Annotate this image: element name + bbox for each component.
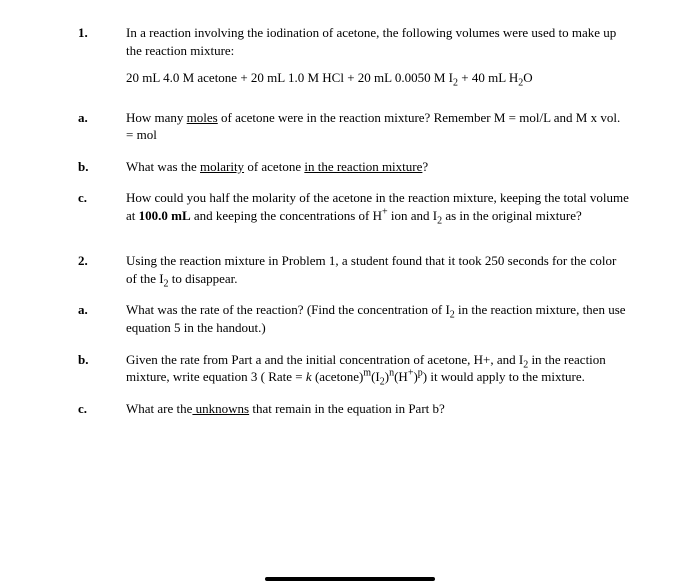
q1c-post: as in the original mixture? <box>442 208 582 223</box>
q2c-unk: unknowns <box>192 401 249 416</box>
q1a: a. How many moles of acetone were in the… <box>78 109 630 144</box>
q1-mixture-text: 20 mL 4.0 M acetone + 20 mL 1.0 M HCl + … <box>126 69 630 87</box>
q1b: b. What was the molarity of acetone in t… <box>78 158 630 176</box>
q2c-pre: What are the <box>126 401 192 416</box>
q2b-mid3: (I <box>371 369 380 384</box>
q2b-text: Given the rate from Part a and the initi… <box>126 351 630 386</box>
spacer <box>78 69 126 87</box>
q1b-text: What was the molarity of acetone in the … <box>126 158 630 176</box>
q2-intro-post: to disappear. <box>169 271 238 286</box>
q1a-pre: How many <box>126 110 187 125</box>
mixture-end: O <box>523 70 532 85</box>
q2a-pre: What was the rate of the reaction? (Find… <box>126 302 450 317</box>
q1c-text: How could you half the molarity of the a… <box>126 189 630 224</box>
q1c-mid: and keeping the concentrations of H <box>191 208 382 223</box>
q1c-mid2: ion and I <box>388 208 437 223</box>
q2c-marker: c. <box>78 400 126 418</box>
q2b: b. Given the rate from Part a and the in… <box>78 351 630 386</box>
q1b-mid: of acetone <box>244 159 304 174</box>
q1-mixture: 20 mL 4.0 M acetone + 20 mL 1.0 M HCl + … <box>78 69 630 87</box>
q2b-mid2: (acetone) <box>312 369 364 384</box>
sup-m: m <box>363 368 371 379</box>
q2a-marker: a. <box>78 301 126 336</box>
q1-intro-text: In a reaction involving the iodination o… <box>126 24 630 59</box>
q1c-vol: 100.0 mL <box>139 208 191 223</box>
mixture-prefix: 20 mL 4.0 M acetone + 20 mL 1.0 M HCl + … <box>126 70 453 85</box>
q2b-marker: b. <box>78 351 126 386</box>
q1b-inmix: in the reaction mixture <box>304 159 422 174</box>
q1b-post: ? <box>422 159 428 174</box>
q2b-pre: Given the rate from Part a and the initi… <box>126 352 523 367</box>
q1a-text: How many moles of acetone were in the re… <box>126 109 630 144</box>
q1b-molarity: molarity <box>200 159 244 174</box>
q2c-post: that remain in the equation in Part b? <box>249 401 445 416</box>
q2c-text: What are the unknowns that remain in the… <box>126 400 630 418</box>
q2b-post: ) it would apply to the mixture. <box>423 369 585 384</box>
q1b-pre: What was the <box>126 159 200 174</box>
q2c: c. What are the unknowns that remain in … <box>78 400 630 418</box>
q2b-mid4: (H <box>394 369 408 384</box>
q1a-moles: moles <box>187 110 218 125</box>
q2-marker: 2. <box>78 252 126 287</box>
q2-intro: 2. Using the reaction mixture in Problem… <box>78 252 630 287</box>
worksheet-page: 1. In a reaction involving the iodinatio… <box>0 0 700 417</box>
q2a: a. What was the rate of the reaction? (F… <box>78 301 630 336</box>
q1c-marker: c. <box>78 189 126 224</box>
q2-intro-text: Using the reaction mixture in Problem 1,… <box>126 252 630 287</box>
q1c: c. How could you half the molarity of th… <box>78 189 630 224</box>
home-indicator <box>265 577 435 581</box>
mixture-suffix: + 40 mL H <box>458 70 518 85</box>
q1-intro: 1. In a reaction involving the iodinatio… <box>78 24 630 59</box>
q1b-marker: b. <box>78 158 126 176</box>
q1-marker: 1. <box>78 24 126 59</box>
q2a-text: What was the rate of the reaction? (Find… <box>126 301 630 336</box>
q1a-marker: a. <box>78 109 126 144</box>
